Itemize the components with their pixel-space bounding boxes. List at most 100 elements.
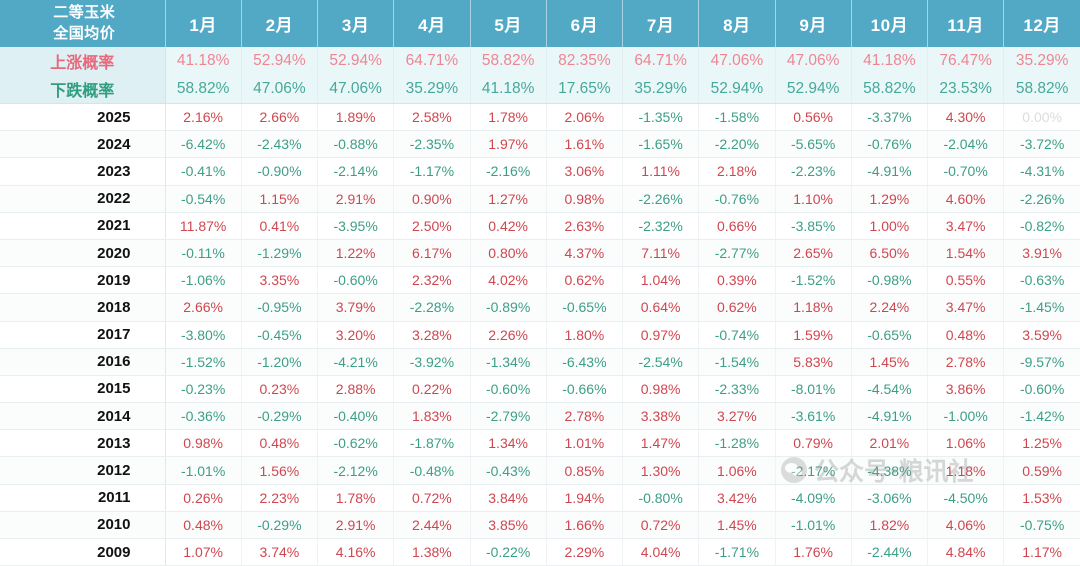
monthly-change-cell: -3.72% — [1003, 130, 1080, 159]
row-label-year: 2009 — [0, 538, 166, 566]
row-label-year: 2020 — [0, 239, 166, 268]
monthly-change-cell: -1.06% — [165, 266, 242, 295]
probability-cell: 76.47% — [927, 47, 1005, 75]
monthly-change-cell: -0.76% — [851, 130, 929, 159]
monthly-change-cell: 1.45% — [851, 348, 929, 376]
row-label-year: 2017 — [0, 321, 166, 349]
monthly-change-cell: 3.20% — [317, 321, 395, 349]
monthly-change-cell: -1.52% — [165, 348, 242, 376]
probability-cell: 41.18% — [851, 47, 929, 75]
corner-title-line2: 全国均价 — [53, 24, 116, 42]
monthly-change-cell: -1.29% — [241, 239, 319, 268]
monthly-change-cell: 2.32% — [393, 266, 471, 295]
monthly-change-cell: 0.23% — [241, 375, 319, 404]
monthly-change-cell: -1.58% — [698, 103, 776, 132]
column-header-month-9: 9月 — [775, 0, 852, 47]
monthly-change-cell: -2.17% — [775, 456, 852, 485]
table-row: 2013 0.98% 0.48% -0.62% -1.87% 1.34% 1.01% 1.47… — [0, 429, 1080, 458]
probability-cell: 23.53% — [927, 75, 1005, 104]
monthly-change-cell: -1.34% — [470, 348, 547, 376]
monthly-change-cell: 1.38% — [393, 538, 471, 566]
monthly-change-cell: 1.76% — [775, 538, 852, 566]
monthly-change-cell: 0.48% — [927, 321, 1005, 349]
monthly-change-cell: 2.44% — [393, 511, 471, 540]
monthly-change-cell: -1.00% — [927, 402, 1005, 431]
monthly-change-cell: -6.43% — [546, 348, 624, 376]
monthly-change-cell: 2.78% — [927, 348, 1005, 376]
monthly-change-cell: -0.90% — [241, 157, 319, 186]
monthly-change-cell: -0.23% — [165, 375, 242, 404]
monthly-change-cell: 0.62% — [698, 293, 776, 322]
monthly-change-cell: 1.94% — [546, 484, 624, 512]
monthly-change-cell: -0.74% — [698, 321, 776, 349]
table-row: 2009 1.07% 3.74% 4.16% 1.38% -0.22% 2.29% 4.04%… — [0, 538, 1080, 566]
monthly-change-cell: 1.22% — [317, 239, 395, 268]
monthly-change-cell: 3.47% — [927, 212, 1005, 240]
probability-cell: 47.06% — [698, 47, 776, 75]
monthly-change-cell: 2.58% — [393, 103, 471, 132]
column-header-month-4: 4月 — [393, 0, 471, 47]
monthly-change-cell: 4.16% — [317, 538, 395, 566]
monthly-change-cell: 11.87% — [165, 212, 242, 240]
monthly-change-cell: -0.95% — [241, 293, 319, 322]
table-row: 2015 -0.23% 0.23% 2.88% 0.22% -0.60% -0.66% 0.9… — [0, 375, 1080, 404]
corner-title: 二等玉米 全国均价 — [0, 0, 166, 47]
column-header-month-1: 1月 — [165, 0, 242, 47]
monthly-change-cell: 0.80% — [470, 239, 547, 268]
column-header-month-2: 2月 — [241, 0, 319, 47]
probability-cell: 64.71% — [622, 47, 700, 75]
table-row: 2022 -0.54% 1.15% 2.91% 0.90% 1.27% 0.98% -2.26… — [0, 185, 1080, 213]
monthly-change-cell: -4.50% — [927, 484, 1005, 512]
monthly-change-cell: 1.10% — [775, 185, 852, 213]
corner-title-line1: 二等玉米 — [53, 4, 116, 22]
monthly-change-cell: -3.92% — [393, 348, 471, 376]
monthly-change-cell: 4.30% — [927, 103, 1005, 132]
monthly-change-cell: -1.54% — [698, 348, 776, 376]
monthly-change-cell: 3.28% — [393, 321, 471, 349]
monthly-change-cell: -1.28% — [698, 429, 776, 458]
monthly-change-cell: 2.23% — [241, 484, 319, 512]
row-label-year: 2012 — [0, 456, 166, 485]
monthly-change-cell: 1.89% — [317, 103, 395, 132]
monthly-change-cell: 0.90% — [393, 185, 471, 213]
monthly-change-cell: -0.65% — [851, 321, 929, 349]
monthly-change-cell: 0.97% — [622, 321, 700, 349]
monthly-change-cell: -3.95% — [317, 212, 395, 240]
monthly-change-cell: 2.91% — [317, 185, 395, 213]
monthly-change-cell: -0.11% — [165, 239, 242, 268]
monthly-change-cell: -2.28% — [393, 293, 471, 322]
monthly-change-cell: 0.42% — [470, 212, 547, 240]
monthly-change-cell: 1.17% — [1003, 538, 1080, 566]
monthly-change-cell: 2.16% — [165, 103, 242, 132]
monthly-change-cell: 0.98% — [546, 185, 624, 213]
monthly-change-cell: -4.54% — [851, 375, 929, 404]
monthly-change-cell: 1.59% — [775, 321, 852, 349]
probability-cell: 58.82% — [851, 75, 929, 104]
monthly-change-cell: -2.43% — [241, 130, 319, 159]
monthly-change-cell: 0.56% — [775, 103, 852, 132]
monthly-change-cell: 3.27% — [698, 402, 776, 431]
probability-cell: 82.35% — [546, 47, 624, 75]
monthly-change-cell: -2.04% — [927, 130, 1005, 159]
monthly-change-cell: -1.87% — [393, 429, 471, 458]
monthly-change-cell: 2.63% — [546, 212, 624, 240]
monthly-change-cell: -0.60% — [1003, 375, 1080, 404]
monthly-change-cell: -1.01% — [775, 511, 852, 540]
monthly-change-cell: -1.17% — [393, 157, 471, 186]
monthly-change-cell: 1.54% — [927, 239, 1005, 268]
monthly-change-cell: -3.85% — [775, 212, 852, 240]
probability-cell: 52.94% — [775, 75, 852, 104]
monthly-change-cell: -0.88% — [317, 130, 395, 159]
monthly-change-cell: 2.65% — [775, 239, 852, 268]
probability-cell: 47.06% — [241, 75, 319, 104]
monthly-change-cell: 2.66% — [241, 103, 319, 132]
probability-cell: 52.94% — [317, 47, 395, 75]
monthly-change-cell: -2.23% — [775, 157, 852, 186]
table-row: 2024 -6.42% -2.43% -0.88% -2.35% 1.97% 1.61% -1… — [0, 130, 1080, 159]
probability-cell: 52.94% — [698, 75, 776, 104]
monthly-change-cell: -0.29% — [241, 402, 319, 431]
monthly-change-cell: 0.55% — [927, 266, 1005, 295]
monthly-change-cell: -2.14% — [317, 157, 395, 186]
monthly-change-cell: -2.26% — [622, 185, 700, 213]
